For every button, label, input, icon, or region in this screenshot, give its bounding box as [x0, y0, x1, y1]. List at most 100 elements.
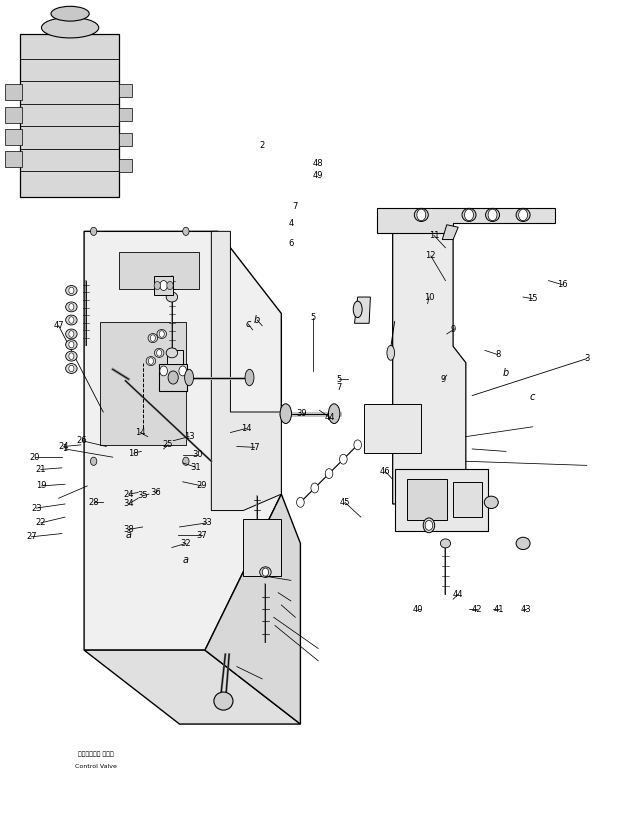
Ellipse shape — [66, 351, 77, 361]
Bar — [119, 133, 132, 146]
Text: 11: 11 — [429, 231, 439, 240]
Ellipse shape — [148, 334, 158, 343]
Text: c: c — [245, 319, 251, 329]
Text: 14: 14 — [241, 424, 252, 433]
Text: 35: 35 — [137, 491, 148, 500]
Text: 29: 29 — [197, 481, 207, 490]
Circle shape — [91, 227, 97, 236]
Text: 19: 19 — [36, 481, 47, 490]
Bar — [119, 108, 132, 121]
Text: 16: 16 — [557, 280, 568, 289]
Ellipse shape — [51, 7, 89, 21]
Circle shape — [69, 365, 74, 372]
Circle shape — [69, 316, 74, 323]
Circle shape — [465, 209, 473, 221]
Text: 37: 37 — [196, 531, 207, 540]
Circle shape — [160, 366, 167, 376]
Text: 7: 7 — [293, 202, 298, 211]
Polygon shape — [84, 650, 300, 724]
Bar — [4, 129, 22, 145]
Text: 42: 42 — [472, 605, 482, 614]
Text: 9: 9 — [450, 325, 456, 335]
Text: a: a — [183, 555, 189, 564]
Text: 40: 40 — [413, 605, 424, 614]
Text: 41: 41 — [494, 605, 504, 614]
Bar — [4, 83, 22, 100]
Circle shape — [157, 349, 162, 356]
Ellipse shape — [166, 292, 178, 302]
Text: 48: 48 — [313, 159, 323, 167]
Ellipse shape — [328, 404, 340, 424]
Bar — [4, 151, 22, 167]
Circle shape — [69, 288, 74, 293]
Text: 43: 43 — [521, 605, 532, 614]
Text: 6: 6 — [288, 239, 293, 248]
Polygon shape — [159, 364, 187, 391]
Circle shape — [339, 454, 347, 464]
Circle shape — [69, 353, 74, 359]
Ellipse shape — [423, 518, 435, 533]
Circle shape — [354, 440, 362, 450]
Text: 21: 21 — [36, 465, 46, 474]
Circle shape — [519, 209, 528, 221]
Text: 36: 36 — [150, 488, 161, 497]
Polygon shape — [442, 225, 458, 240]
Ellipse shape — [414, 208, 428, 222]
Polygon shape — [355, 297, 371, 323]
Ellipse shape — [66, 315, 77, 325]
Circle shape — [488, 209, 497, 221]
Text: 33: 33 — [201, 518, 212, 527]
Bar — [4, 106, 22, 123]
Text: 4: 4 — [288, 218, 293, 227]
Text: 34: 34 — [123, 499, 134, 508]
Circle shape — [150, 335, 155, 341]
Text: 20: 20 — [30, 452, 40, 461]
Ellipse shape — [462, 208, 476, 222]
Ellipse shape — [42, 17, 99, 38]
Text: 14: 14 — [135, 428, 145, 437]
Circle shape — [69, 303, 74, 310]
Polygon shape — [407, 480, 447, 521]
Circle shape — [425, 521, 433, 531]
Polygon shape — [377, 208, 555, 233]
Text: 30: 30 — [192, 450, 203, 459]
Polygon shape — [394, 470, 488, 531]
Circle shape — [154, 282, 160, 290]
Text: 12: 12 — [426, 251, 436, 260]
Text: 44: 44 — [453, 590, 463, 599]
Text: 39: 39 — [296, 410, 307, 418]
Polygon shape — [20, 35, 119, 197]
Text: 1: 1 — [63, 444, 68, 453]
Ellipse shape — [66, 286, 77, 295]
Text: b: b — [503, 368, 509, 377]
Text: 10: 10 — [424, 293, 434, 302]
Text: コントロール バルブ: コントロール バルブ — [78, 751, 114, 757]
Text: 31: 31 — [190, 462, 201, 471]
Ellipse shape — [185, 369, 194, 386]
Circle shape — [160, 281, 167, 290]
Ellipse shape — [157, 330, 167, 339]
Circle shape — [183, 227, 189, 236]
Circle shape — [183, 457, 189, 466]
Text: 13: 13 — [184, 432, 194, 441]
Text: 2: 2 — [259, 141, 265, 150]
Polygon shape — [100, 321, 186, 445]
Circle shape — [325, 469, 333, 479]
Text: 28: 28 — [88, 498, 99, 507]
Circle shape — [148, 358, 153, 364]
Polygon shape — [453, 482, 482, 517]
Text: 46: 46 — [380, 466, 390, 475]
Text: 49: 49 — [313, 171, 323, 180]
Text: 24: 24 — [123, 489, 134, 499]
Ellipse shape — [66, 329, 77, 339]
Circle shape — [262, 568, 268, 576]
Ellipse shape — [166, 348, 178, 358]
Text: 7: 7 — [336, 383, 341, 392]
Ellipse shape — [66, 339, 77, 349]
Text: 45: 45 — [340, 498, 350, 507]
Polygon shape — [393, 223, 466, 504]
Ellipse shape — [484, 496, 498, 508]
Circle shape — [296, 498, 304, 508]
Text: 22: 22 — [36, 518, 46, 527]
Text: 5: 5 — [311, 313, 316, 322]
